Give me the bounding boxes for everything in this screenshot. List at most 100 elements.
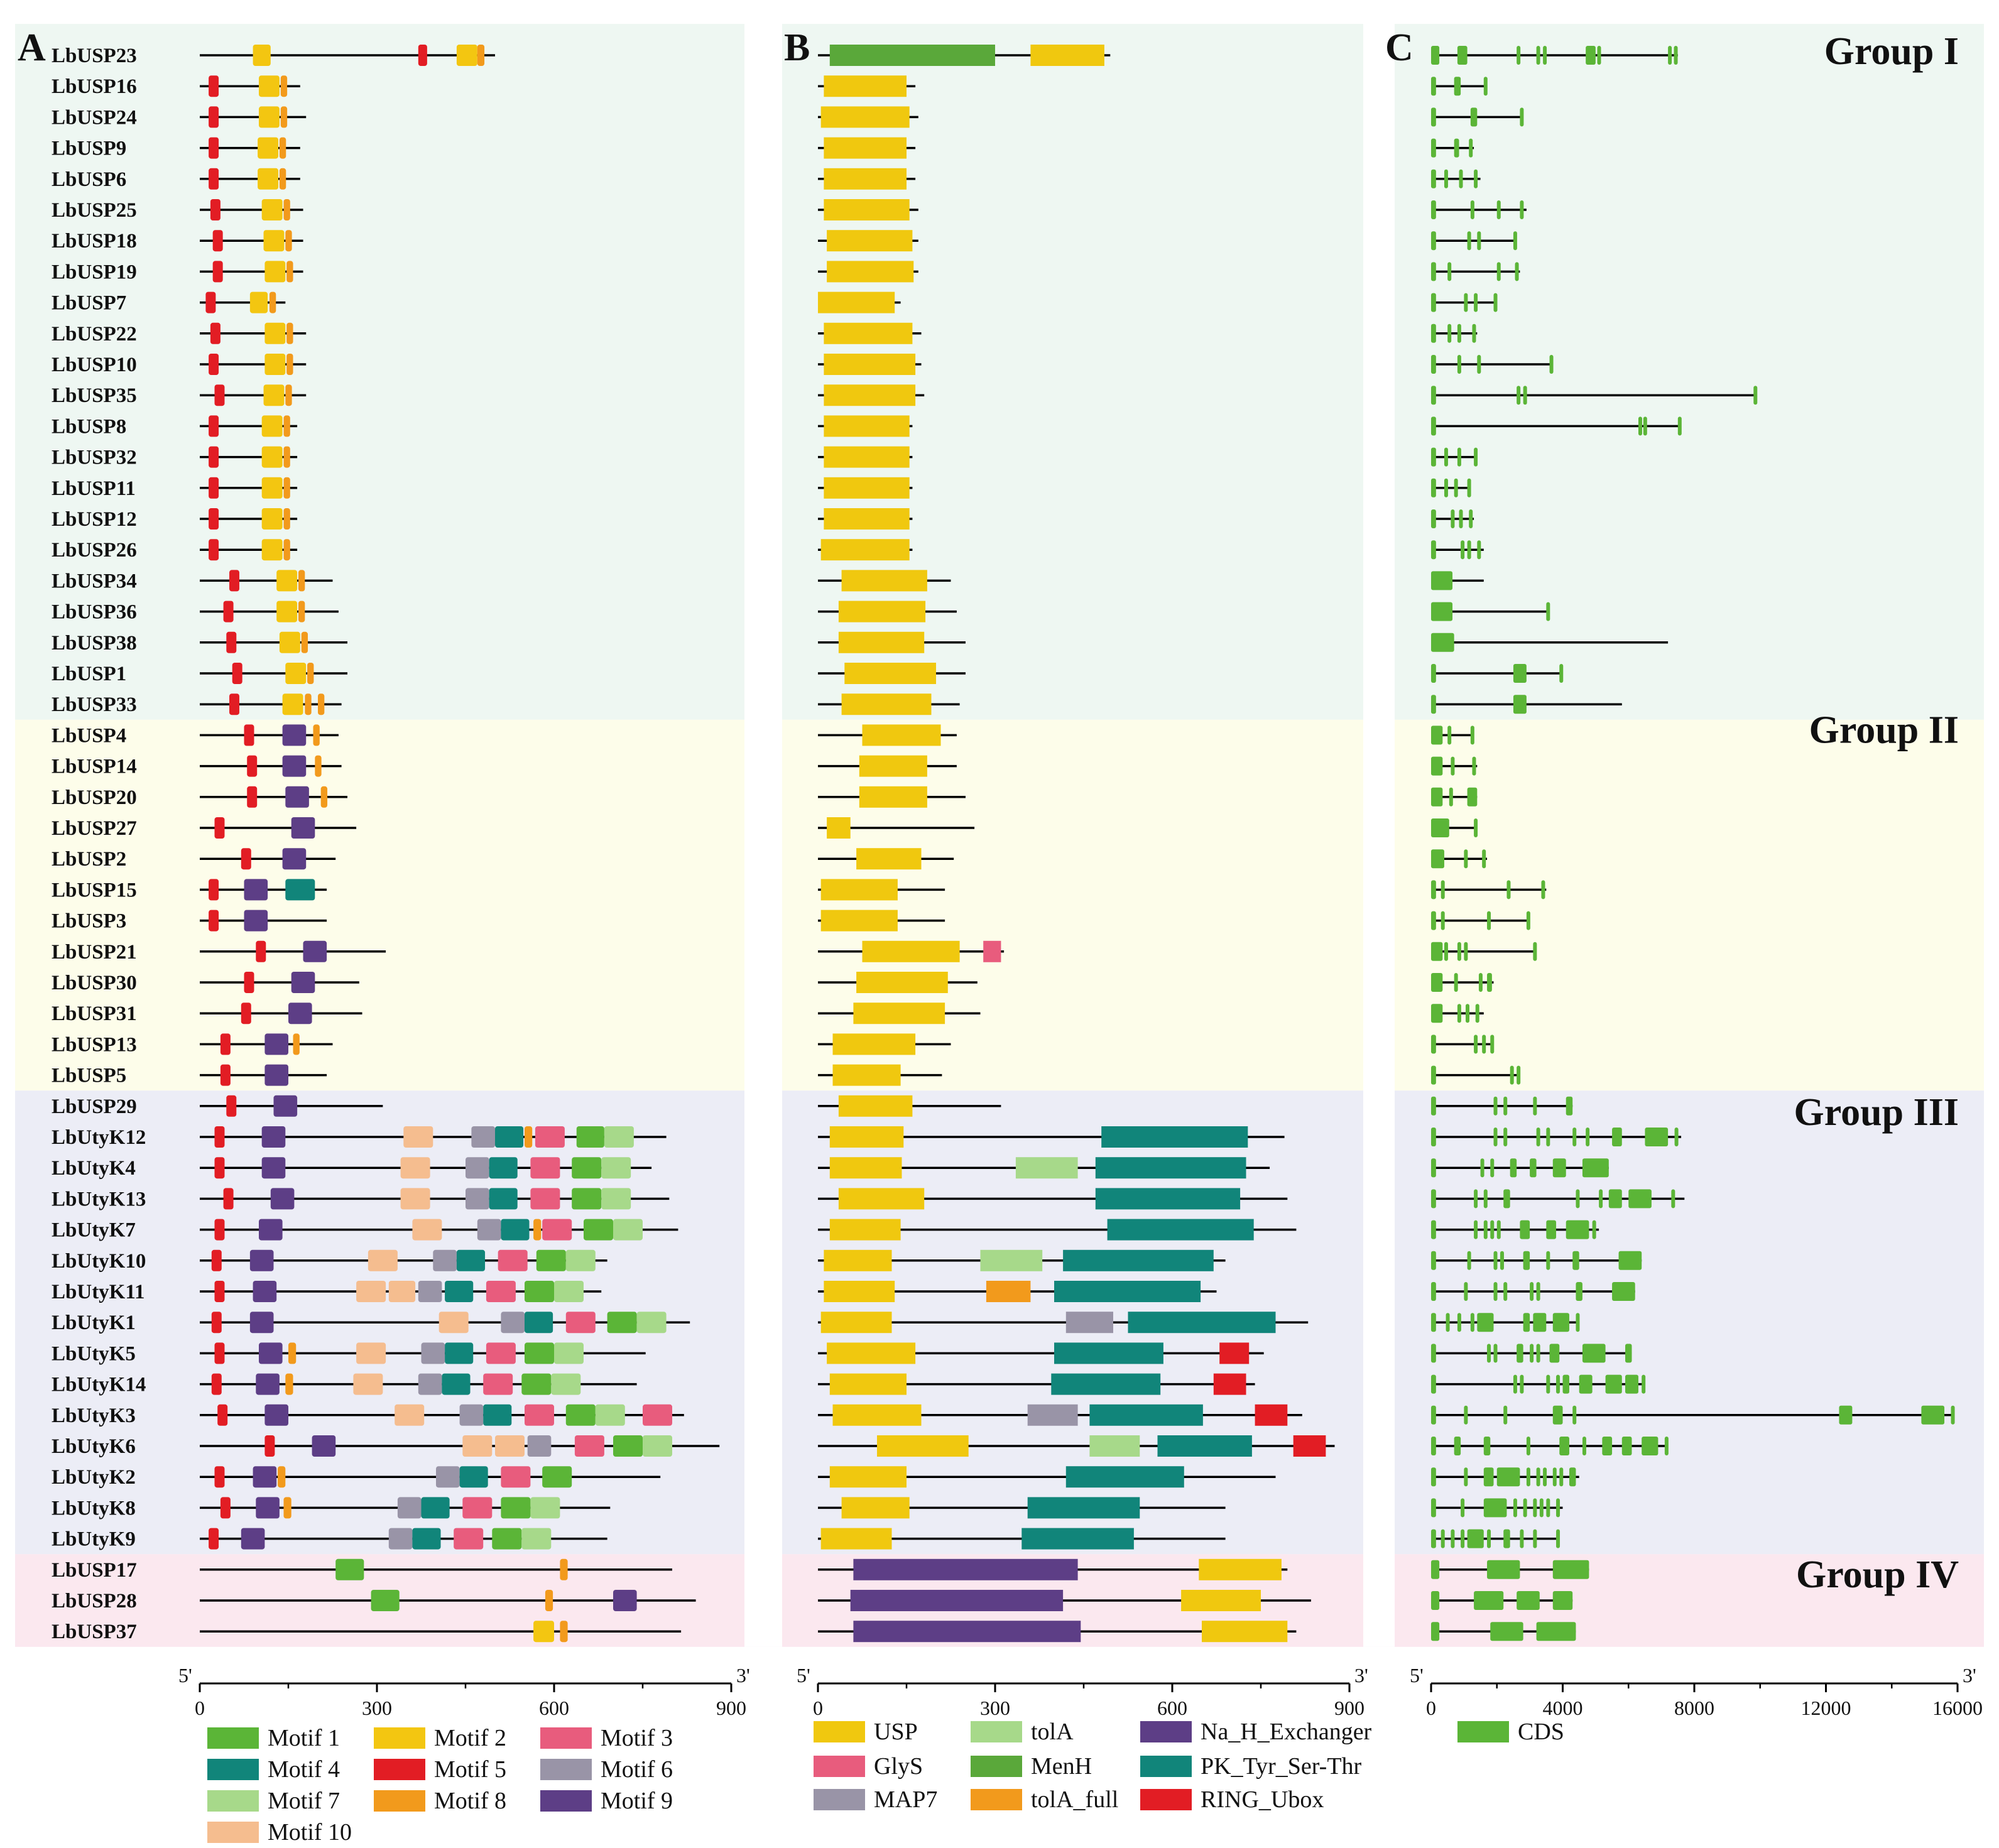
- cds-exon: [1474, 293, 1478, 312]
- cds-exon: [1510, 1065, 1514, 1085]
- motif-box: [418, 45, 427, 66]
- cds-exon: [1490, 1035, 1495, 1054]
- motif-box: [560, 1558, 568, 1580]
- motif-box: [256, 940, 266, 962]
- motif-box: [542, 1466, 572, 1488]
- motif-box: [285, 230, 292, 252]
- axis-three-prime: 3': [736, 1664, 750, 1687]
- cds-exon: [1487, 973, 1492, 992]
- cds-exon: [1474, 1035, 1478, 1054]
- cds-exon: [1457, 1313, 1461, 1332]
- motif-box: [259, 75, 280, 97]
- cds-exon: [1677, 416, 1682, 436]
- group-background: [15, 719, 1984, 1091]
- group-labels: Group I Group II Group III Group IV: [1794, 30, 1959, 1596]
- cds-exon: [1515, 262, 1519, 281]
- cds-exon: [1503, 1128, 1508, 1146]
- cds-exon: [1431, 1251, 1436, 1270]
- axis-five-prime: 5': [797, 1664, 810, 1687]
- gene-label: LbUSP38: [52, 632, 137, 655]
- legend-swatch: [1140, 1789, 1192, 1810]
- motif-box: [584, 1219, 613, 1241]
- motif-box: [214, 1219, 225, 1241]
- motif-box: [226, 631, 237, 653]
- cds-exon: [1586, 46, 1596, 65]
- motif-box: [261, 415, 283, 437]
- cds-exon: [1461, 540, 1465, 560]
- gene-row: LbUtyK13: [52, 1188, 1685, 1210]
- cds-exon: [1520, 107, 1524, 127]
- gene-row: LbUSP6: [52, 168, 1481, 191]
- motif-box: [280, 106, 288, 128]
- cds-exon: [1642, 1437, 1659, 1455]
- motif-box: [574, 1435, 604, 1457]
- cds-exon: [1431, 231, 1436, 251]
- cds-exon: [1645, 1128, 1669, 1146]
- motif-box: [291, 972, 315, 993]
- motif-box: [525, 1342, 554, 1364]
- cds-exon: [1523, 1251, 1530, 1270]
- cds-exon: [1625, 1344, 1632, 1363]
- motif-box: [445, 1281, 474, 1302]
- motif-box: [315, 755, 322, 777]
- motif-box: [283, 1497, 291, 1519]
- cds-exon: [1621, 1437, 1632, 1455]
- cds-exon: [1431, 478, 1436, 497]
- cds-exon: [1469, 138, 1473, 158]
- motif-box: [433, 1249, 457, 1271]
- cds-exon: [1431, 1096, 1436, 1116]
- domain-box: [877, 1435, 969, 1457]
- cds-exon: [1457, 942, 1461, 961]
- motif-box: [209, 539, 219, 561]
- domain-box: [827, 230, 913, 252]
- motif-box: [259, 1342, 283, 1364]
- legend-label: Motif 5: [434, 1756, 506, 1783]
- cds-exon: [1536, 1622, 1576, 1641]
- domain-box: [827, 817, 851, 839]
- domain-box: [844, 663, 936, 684]
- axis-tick-label: 0: [813, 1697, 823, 1719]
- domain-box: [838, 631, 925, 653]
- gene-row: LbUSP36: [52, 601, 1550, 624]
- motif-box: [495, 1126, 524, 1148]
- motif-box: [214, 384, 225, 406]
- legend-swatch: [814, 1721, 865, 1742]
- cds-exon: [1487, 1344, 1491, 1363]
- cds-exon: [1549, 1344, 1560, 1363]
- motif-box: [210, 322, 221, 344]
- cds-exon: [1464, 942, 1468, 961]
- cds-exon: [1543, 1467, 1547, 1487]
- cds-exon: [1496, 262, 1501, 281]
- domain-box: [820, 879, 898, 901]
- gene-label: LbUtyK2: [52, 1466, 136, 1489]
- motif-box: [279, 168, 286, 190]
- motif-box: [535, 1126, 565, 1148]
- motif-box: [261, 1126, 286, 1148]
- motif-box: [545, 1590, 553, 1611]
- cds-exon: [1431, 849, 1444, 869]
- domain-box: [859, 786, 927, 808]
- axis-tick-label: 900: [1334, 1697, 1364, 1719]
- gene-row: LbUSP4: [52, 724, 1474, 747]
- cds-exon: [1457, 1004, 1461, 1023]
- cds-exon: [1496, 200, 1501, 219]
- domain-box: [827, 261, 914, 283]
- gene-row: LbUSP26: [52, 539, 1484, 562]
- motif-box: [388, 1281, 416, 1302]
- cds-exon: [1444, 447, 1448, 467]
- cds-exon: [1467, 1529, 1484, 1548]
- gene-label: LbUSP30: [52, 972, 137, 994]
- cds-exon: [1431, 447, 1436, 467]
- legend-swatch: [207, 1727, 259, 1749]
- axis-tick-label: 0: [195, 1697, 205, 1719]
- motif-box: [264, 354, 286, 375]
- legend-swatch: [540, 1727, 592, 1749]
- gene-label: LbUSP16: [52, 75, 137, 98]
- motif-box: [388, 1528, 413, 1550]
- cds-exon: [1483, 1220, 1488, 1239]
- motif-box: [263, 384, 285, 406]
- gene-row: LbUSP30: [52, 972, 1494, 994]
- gene-label: LbUtyK8: [52, 1497, 136, 1519]
- gene-row: LbUSP27: [52, 817, 1478, 840]
